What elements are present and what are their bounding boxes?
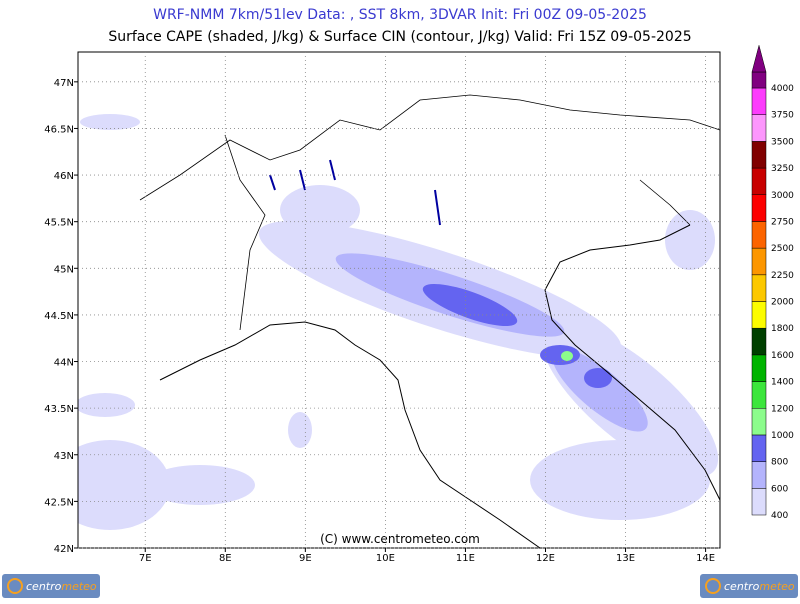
- colorbar-box: [751, 381, 767, 409]
- cape-area: [145, 465, 255, 505]
- border: [224, 134, 266, 331]
- x-tick-label: 11E: [456, 553, 475, 564]
- colorbar-label: 2750: [771, 217, 794, 227]
- subtitle: Surface CAPE (shaded, J/kg) & Surface CI…: [108, 29, 691, 45]
- y-tick-label: 46N: [54, 171, 74, 182]
- logo-part: meteo: [759, 580, 795, 593]
- colorbar-box: [751, 247, 767, 276]
- x-tick-label: 14E: [696, 553, 715, 564]
- x-tick-label: 13E: [616, 553, 635, 564]
- colorbar-label: 2250: [771, 271, 794, 281]
- colorbar-label: 3000: [771, 191, 794, 201]
- logo-icon: [7, 578, 23, 594]
- colorbar-label: 3500: [771, 137, 794, 147]
- colorbar-box: [751, 141, 767, 169]
- cape-area: [78, 440, 170, 530]
- border: [639, 179, 691, 226]
- y-tick-label: 47N: [54, 78, 74, 89]
- y-tick-label: 43N: [54, 451, 74, 462]
- cape-area: [80, 114, 140, 130]
- colorbar-box: [751, 167, 767, 195]
- cape-area: [280, 185, 360, 235]
- colorbar-box: [751, 274, 767, 302]
- colorbar-triangle: [751, 44, 767, 73]
- colorbar-label: 2500: [771, 244, 794, 254]
- coastline: [544, 224, 720, 501]
- cape-area: [561, 351, 573, 361]
- y-tick-label: 44.5N: [44, 311, 74, 322]
- colorbar-label: 3750: [771, 111, 794, 121]
- cape-area: [540, 345, 580, 365]
- y-tick-label: 42.5N: [44, 497, 74, 508]
- colorbar-label: 1600: [771, 351, 794, 361]
- colorbar-label: 3250: [771, 164, 794, 174]
- logo-part: meteo: [61, 580, 97, 593]
- x-tick-label: 7E: [139, 553, 152, 564]
- colorbar-label: 1400: [771, 378, 794, 388]
- border: [139, 94, 720, 201]
- cape-area: [288, 412, 312, 448]
- title: WRF-NMM 7km/51lev Data: , SST 8km, 3DVAR…: [153, 7, 647, 23]
- colorbar-box: [751, 87, 767, 115]
- y-tick-label: 44N: [54, 358, 74, 369]
- colorbar-label: 1000: [771, 431, 794, 441]
- map-frame: [77, 51, 721, 549]
- colorbar-extend: [751, 71, 767, 89]
- colorbar-label: 4000: [771, 84, 794, 94]
- colorbar-box: [751, 114, 767, 142]
- logo-text: centrometeo: [724, 580, 795, 593]
- colorbar-box: [751, 327, 767, 356]
- x-tick-label: 10E: [376, 553, 395, 564]
- logo-part: centro: [26, 580, 62, 593]
- colorbar-box: [751, 488, 767, 516]
- colorbar-box: [751, 408, 767, 436]
- x-tick-label: 9E: [299, 553, 312, 564]
- logo-text: centrometeo: [26, 580, 97, 593]
- cape-area: [78, 393, 135, 417]
- colorbar-box: [751, 194, 767, 222]
- colorbar-box: [751, 461, 767, 489]
- cape-area: [552, 348, 648, 432]
- cape-field: [78, 94, 720, 548]
- colorbar-label: 1800: [771, 324, 794, 334]
- logo-part: centro: [724, 580, 760, 593]
- logo-box: [2, 574, 100, 598]
- y-tick-label: 45N: [54, 264, 74, 275]
- colorbar-label: 400: [771, 511, 788, 521]
- y-tick-label: 45.5N: [44, 218, 74, 229]
- y-tick-label: 43.5N: [44, 404, 74, 415]
- cape-area: [665, 210, 715, 270]
- cape-area: [584, 368, 612, 388]
- logo-box: [700, 574, 798, 598]
- colorbar-label: 800: [771, 458, 788, 468]
- y-tick-label: 42N: [54, 544, 74, 555]
- colorbar-box: [751, 301, 767, 329]
- cape-area: [422, 283, 518, 327]
- logo-icon: [705, 578, 721, 594]
- y-tick-label: 46.5N: [44, 124, 74, 135]
- coastline: [159, 321, 541, 548]
- cape-area: [530, 440, 710, 520]
- colorbar-label: 2000: [771, 298, 794, 308]
- logo-left: centrometeo: [2, 574, 100, 598]
- colorbar-label: 1200: [771, 404, 794, 414]
- copyright: (C) www.centrometeo.com: [320, 532, 480, 546]
- colorbar-box: [751, 221, 767, 249]
- lake: [269, 159, 441, 226]
- x-tick-label: 8E: [219, 553, 232, 564]
- logo-right: centrometeo: [700, 574, 798, 598]
- colorbar-box: [751, 354, 767, 382]
- x-tick-label: 12E: [536, 553, 555, 564]
- colorbar-box: [751, 434, 767, 462]
- colorbar-label: 600: [771, 484, 788, 494]
